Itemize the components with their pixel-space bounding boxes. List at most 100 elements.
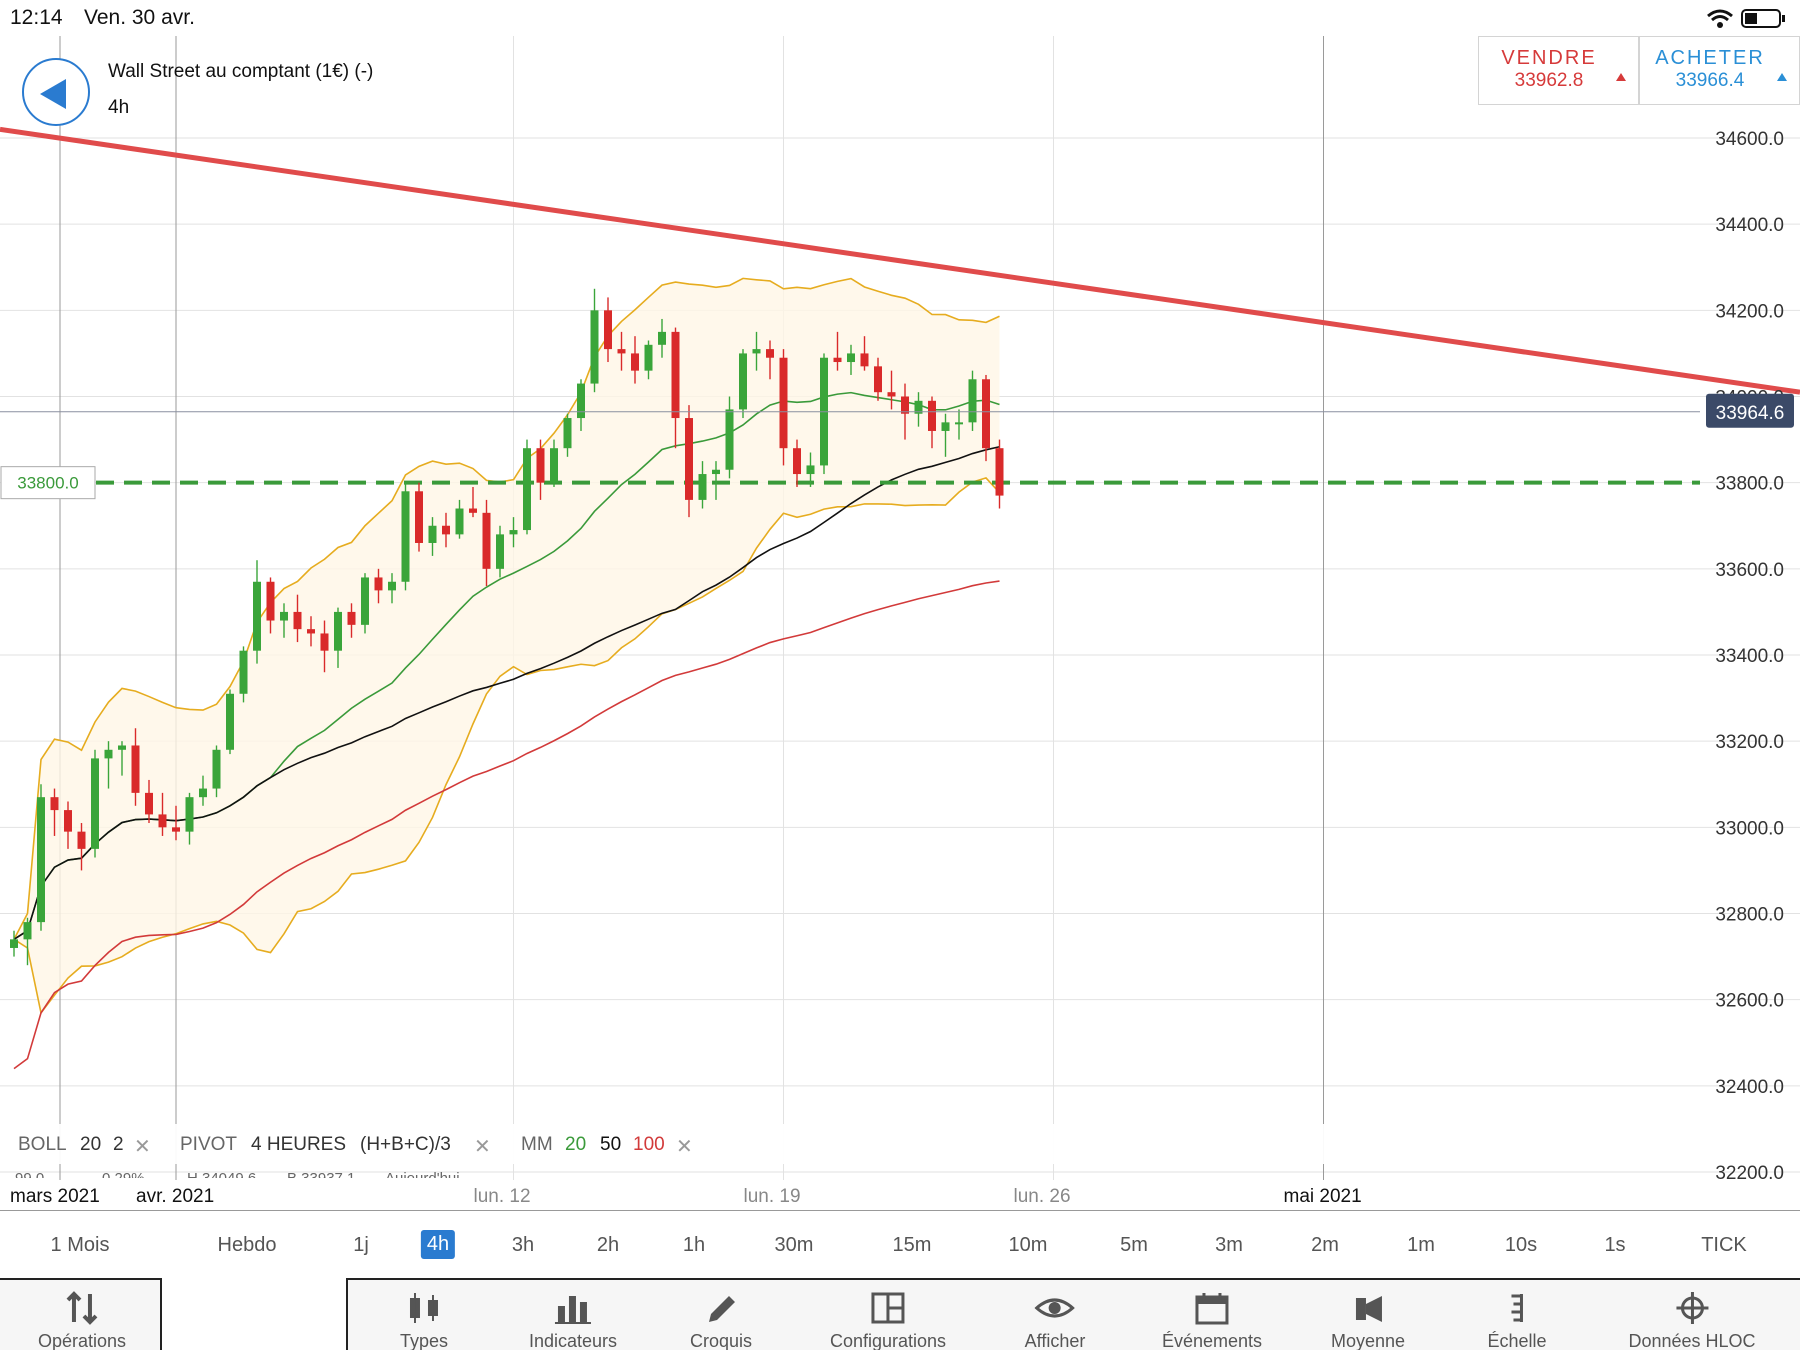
- candle-body[interactable]: [482, 512, 491, 569]
- toolbar-calendar-button[interactable]: Événements: [1162, 1280, 1262, 1350]
- toolbar-bar-chart-button[interactable]: Indicateurs: [529, 1280, 617, 1350]
- candle-body[interactable]: [725, 409, 734, 470]
- timeframe-1s[interactable]: 1s: [1604, 1234, 1626, 1256]
- candle-body[interactable]: [604, 310, 612, 350]
- remove-boll-icon[interactable]: ✕: [134, 1136, 151, 1158]
- candle-body[interactable]: [833, 357, 842, 363]
- candle-body[interactable]: [968, 379, 977, 423]
- candle-body[interactable]: [253, 581, 261, 651]
- candle-body[interactable]: [793, 448, 801, 475]
- candle-body[interactable]: [685, 418, 693, 500]
- candle-body[interactable]: [901, 396, 909, 414]
- back-button[interactable]: [22, 58, 90, 126]
- candle-body[interactable]: [847, 353, 855, 363]
- candle-body[interactable]: [361, 577, 369, 625]
- toolbar-eye-button[interactable]: Afficher: [1025, 1280, 1085, 1350]
- candle-body[interactable]: [145, 792, 153, 815]
- timeframe-3h[interactable]: 3h: [511, 1234, 535, 1256]
- candle-body[interactable]: [10, 939, 18, 948]
- candle-body[interactable]: [563, 418, 572, 449]
- candle-body[interactable]: [887, 392, 896, 397]
- candle-body[interactable]: [23, 922, 32, 940]
- timeframe-1j[interactable]: 1j: [353, 1234, 369, 1256]
- candle-body[interactable]: [941, 422, 950, 431]
- candle-body[interactable]: [617, 349, 626, 354]
- candle-body[interactable]: [752, 349, 761, 354]
- candle-body[interactable]: [212, 749, 221, 789]
- mm-label[interactable]: MM: [521, 1134, 553, 1155]
- candle-body[interactable]: [496, 534, 504, 569]
- support-tag[interactable]: [0, 466, 96, 500]
- toolbar-layout-button[interactable]: Configurations: [830, 1280, 946, 1350]
- candle-body[interactable]: [347, 611, 356, 625]
- candle-body[interactable]: [185, 797, 194, 832]
- candle-body[interactable]: [874, 366, 882, 393]
- candle-body[interactable]: [131, 745, 140, 793]
- candle-body[interactable]: [955, 422, 963, 425]
- candle-body[interactable]: [671, 331, 680, 419]
- candle-body[interactable]: [928, 400, 936, 431]
- candle-body[interactable]: [806, 465, 815, 475]
- candle-body[interactable]: [698, 474, 707, 500]
- toolbar-crosshair-button[interactable]: Données HLOC: [1628, 1280, 1756, 1350]
- candle-body[interactable]: [523, 448, 531, 531]
- price-chart[interactable]: 34600.034400.034200.034000.033800.033600…: [0, 36, 1800, 1180]
- candle-body[interactable]: [37, 797, 45, 923]
- candle-body[interactable]: [739, 353, 747, 410]
- timeframe-2h[interactable]: 2h: [596, 1234, 620, 1256]
- candle-body[interactable]: [307, 629, 315, 634]
- candle-body[interactable]: [401, 491, 410, 582]
- candle-body[interactable]: [266, 581, 275, 621]
- trendline[interactable]: [0, 126, 1800, 395]
- toolbar-candlestick-button[interactable]: Types: [400, 1280, 448, 1350]
- candle-body[interactable]: [536, 448, 545, 483]
- candle-body[interactable]: [428, 525, 437, 543]
- timeframe-hebdo[interactable]: Hebdo: [217, 1234, 277, 1256]
- sell-button[interactable]: VENDRE 33962.8: [1478, 36, 1639, 105]
- candle-body[interactable]: [860, 353, 869, 367]
- pivot-label[interactable]: PIVOT: [180, 1134, 238, 1155]
- candle-body[interactable]: [280, 611, 288, 621]
- remove-mm-icon[interactable]: ✕: [676, 1136, 693, 1158]
- timeframe-1-mois[interactable]: 1 Mois: [50, 1234, 110, 1256]
- candle-body[interactable]: [91, 758, 99, 849]
- candle-body[interactable]: [226, 693, 234, 750]
- candle-body[interactable]: [455, 508, 464, 535]
- candle-body[interactable]: [995, 448, 1004, 496]
- boll-label[interactable]: BOLL: [18, 1134, 67, 1155]
- candle-body[interactable]: [577, 383, 585, 419]
- candle-body[interactable]: [77, 831, 86, 849]
- timeframe-2m[interactable]: 2m: [1311, 1234, 1339, 1256]
- candle-body[interactable]: [982, 379, 990, 449]
- candle-body[interactable]: [334, 611, 342, 651]
- timeframe-3m[interactable]: 3m: [1215, 1234, 1243, 1256]
- candle-body[interactable]: [158, 814, 167, 828]
- candle-body[interactable]: [509, 530, 518, 535]
- candle-body[interactable]: [388, 581, 396, 591]
- candle-body[interactable]: [118, 745, 126, 750]
- candle-body[interactable]: [469, 508, 477, 513]
- remove-pivot-icon[interactable]: ✕: [474, 1136, 491, 1158]
- candle-body[interactable]: [320, 633, 329, 651]
- timeframe-10m[interactable]: 10m: [1008, 1234, 1048, 1256]
- candle-body[interactable]: [550, 448, 558, 483]
- toolbar-arrows-updown-button[interactable]: Opérations: [38, 1280, 126, 1350]
- candle-body[interactable]: [293, 611, 302, 630]
- timeframe-tick[interactable]: TICK: [1701, 1234, 1747, 1256]
- candle-body[interactable]: [199, 788, 207, 798]
- candle-body[interactable]: [50, 797, 59, 811]
- timeframe-5m[interactable]: 5m: [1120, 1234, 1148, 1256]
- timeframe-10s[interactable]: 10s: [1504, 1234, 1538, 1256]
- candle-body[interactable]: [415, 491, 423, 543]
- candle-body[interactable]: [172, 827, 180, 832]
- candle-body[interactable]: [374, 577, 383, 591]
- candle-body[interactable]: [914, 400, 923, 414]
- timeframe-4h[interactable]: 4h: [420, 1230, 456, 1259]
- timeframe-30m[interactable]: 30m: [774, 1234, 814, 1256]
- candle-body[interactable]: [442, 525, 450, 535]
- candle-body[interactable]: [658, 331, 666, 345]
- toolbar-pencil-button[interactable]: Croquis: [690, 1280, 752, 1350]
- timeframe-1h[interactable]: 1h: [682, 1234, 706, 1256]
- candle-body[interactable]: [766, 349, 774, 358]
- candle-body[interactable]: [64, 810, 72, 832]
